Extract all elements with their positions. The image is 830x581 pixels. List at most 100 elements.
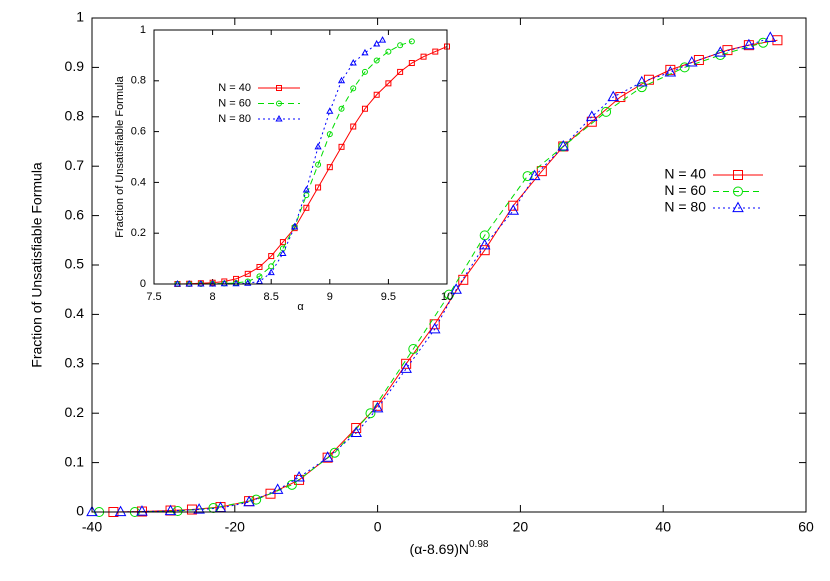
marker-square [256,263,263,270]
y-tick-label: 0.2 [65,404,85,420]
marker-triangle [244,279,252,286]
marker-triangle [337,76,346,84]
marker-triangle [279,249,287,257]
marker-triangle [302,185,310,193]
legend-label: N = 80 [664,199,706,215]
marker-triangle [528,169,541,181]
marker-square [458,274,469,285]
marker-square [303,204,310,211]
marker-circle [350,85,357,92]
marker-triangle [586,110,598,121]
marker-triangle [321,451,334,462]
inset-plot: 7.5 8 8.5 9 9.5 10 0 0.2 0.4 0.6 0.8 1 Fraction of U… [114,24,453,313]
marker-triangle [478,238,491,250]
marker-triangle [314,142,322,150]
y-tick-label: 0.9 [65,58,85,74]
marker-triangle [349,58,357,66]
marker-square [276,85,282,91]
legend-label: N = 60 [218,97,251,109]
marker-triangle [293,470,305,482]
x-tick-label: 8.5 [264,291,279,303]
marker-triangle [114,505,127,517]
plot-frame [153,29,448,285]
marker-triangle [232,279,240,287]
marker-triangle [350,426,362,438]
marker-triangle [685,56,698,67]
marker-square [479,245,490,256]
marker-triangle [373,39,381,47]
marker-square [397,68,404,75]
y-tick-label: 0.8 [65,108,85,124]
marker-square [350,123,357,130]
marker-circle [326,131,333,138]
marker-triangle [607,90,620,102]
marker-triangle [371,401,384,413]
marker-square [432,48,439,55]
x-tick-label: 60 [798,519,814,535]
series-line [92,37,771,513]
marker-triangle [764,31,777,42]
marker-circle [251,494,262,505]
main-plot: -40 -20 0 20 40 60 0 0.1 0.2 0.3 0.4 0.5 0.6 0.7 0.8 0.… [29,9,814,535]
legend-label: N = 80 [218,113,251,125]
marker-triangle [428,322,441,334]
legend-label: N = 60 [664,182,706,198]
marker-triangle [378,36,387,43]
marker-circle [601,106,612,117]
marker-square [772,35,783,46]
marker-circle [361,68,368,75]
marker-triangle [193,503,205,514]
marker-square [722,45,733,56]
marker-square [326,164,333,171]
plot-frame [91,17,807,513]
marker-triangle [400,362,412,373]
series-line [177,40,412,285]
marker-square [372,400,383,411]
marker-circle [385,48,392,55]
marker-triangle [361,48,369,56]
legend-label: N = 40 [218,82,251,94]
marker-square [244,270,251,277]
marker-triangle [275,114,283,122]
marker-circle [397,42,404,49]
marker-triangle [326,107,334,114]
marker-triangle [271,483,284,494]
marker-square [508,200,519,211]
marker-circle [636,82,647,93]
x-tick-label: 9.5 [381,291,396,303]
marker-triangle [267,268,275,276]
legend-label: N = 40 [664,166,706,182]
marker-triangle [86,505,98,517]
marker-triangle [255,277,264,284]
y-tick-label: 0.6 [131,126,146,138]
x-tick-label: 0 [374,519,382,535]
y-tick-label: 0 [140,278,146,290]
marker-circle [286,479,297,490]
marker-square [733,170,743,180]
marker-triangle [291,222,299,230]
x-tick-label: -20 [225,519,245,535]
marker-square [361,105,368,112]
marker-circle [408,343,419,354]
marker-square [401,358,412,369]
marker-square [385,80,392,87]
marker-triangle [136,505,148,516]
y-tick-label: 0.7 [65,157,85,173]
marker-circle [679,62,690,73]
marker-square [693,54,704,65]
marker-square [268,253,275,260]
marker-triangle [714,46,727,57]
marker-square [420,53,427,60]
marker-circle [276,100,282,107]
marker-square [338,143,345,150]
marker-circle [303,192,310,199]
y-tick-label: 0.5 [65,256,85,272]
y-tick-label: 0 [76,503,84,519]
marker-triangle [557,140,570,151]
marker-circle [408,38,415,45]
marker-square [279,239,286,246]
y-tick-label: 0.2 [131,227,146,239]
marker-triangle [164,504,177,516]
y-tick-label: 0.1 [65,453,85,469]
marker-square [315,184,322,191]
